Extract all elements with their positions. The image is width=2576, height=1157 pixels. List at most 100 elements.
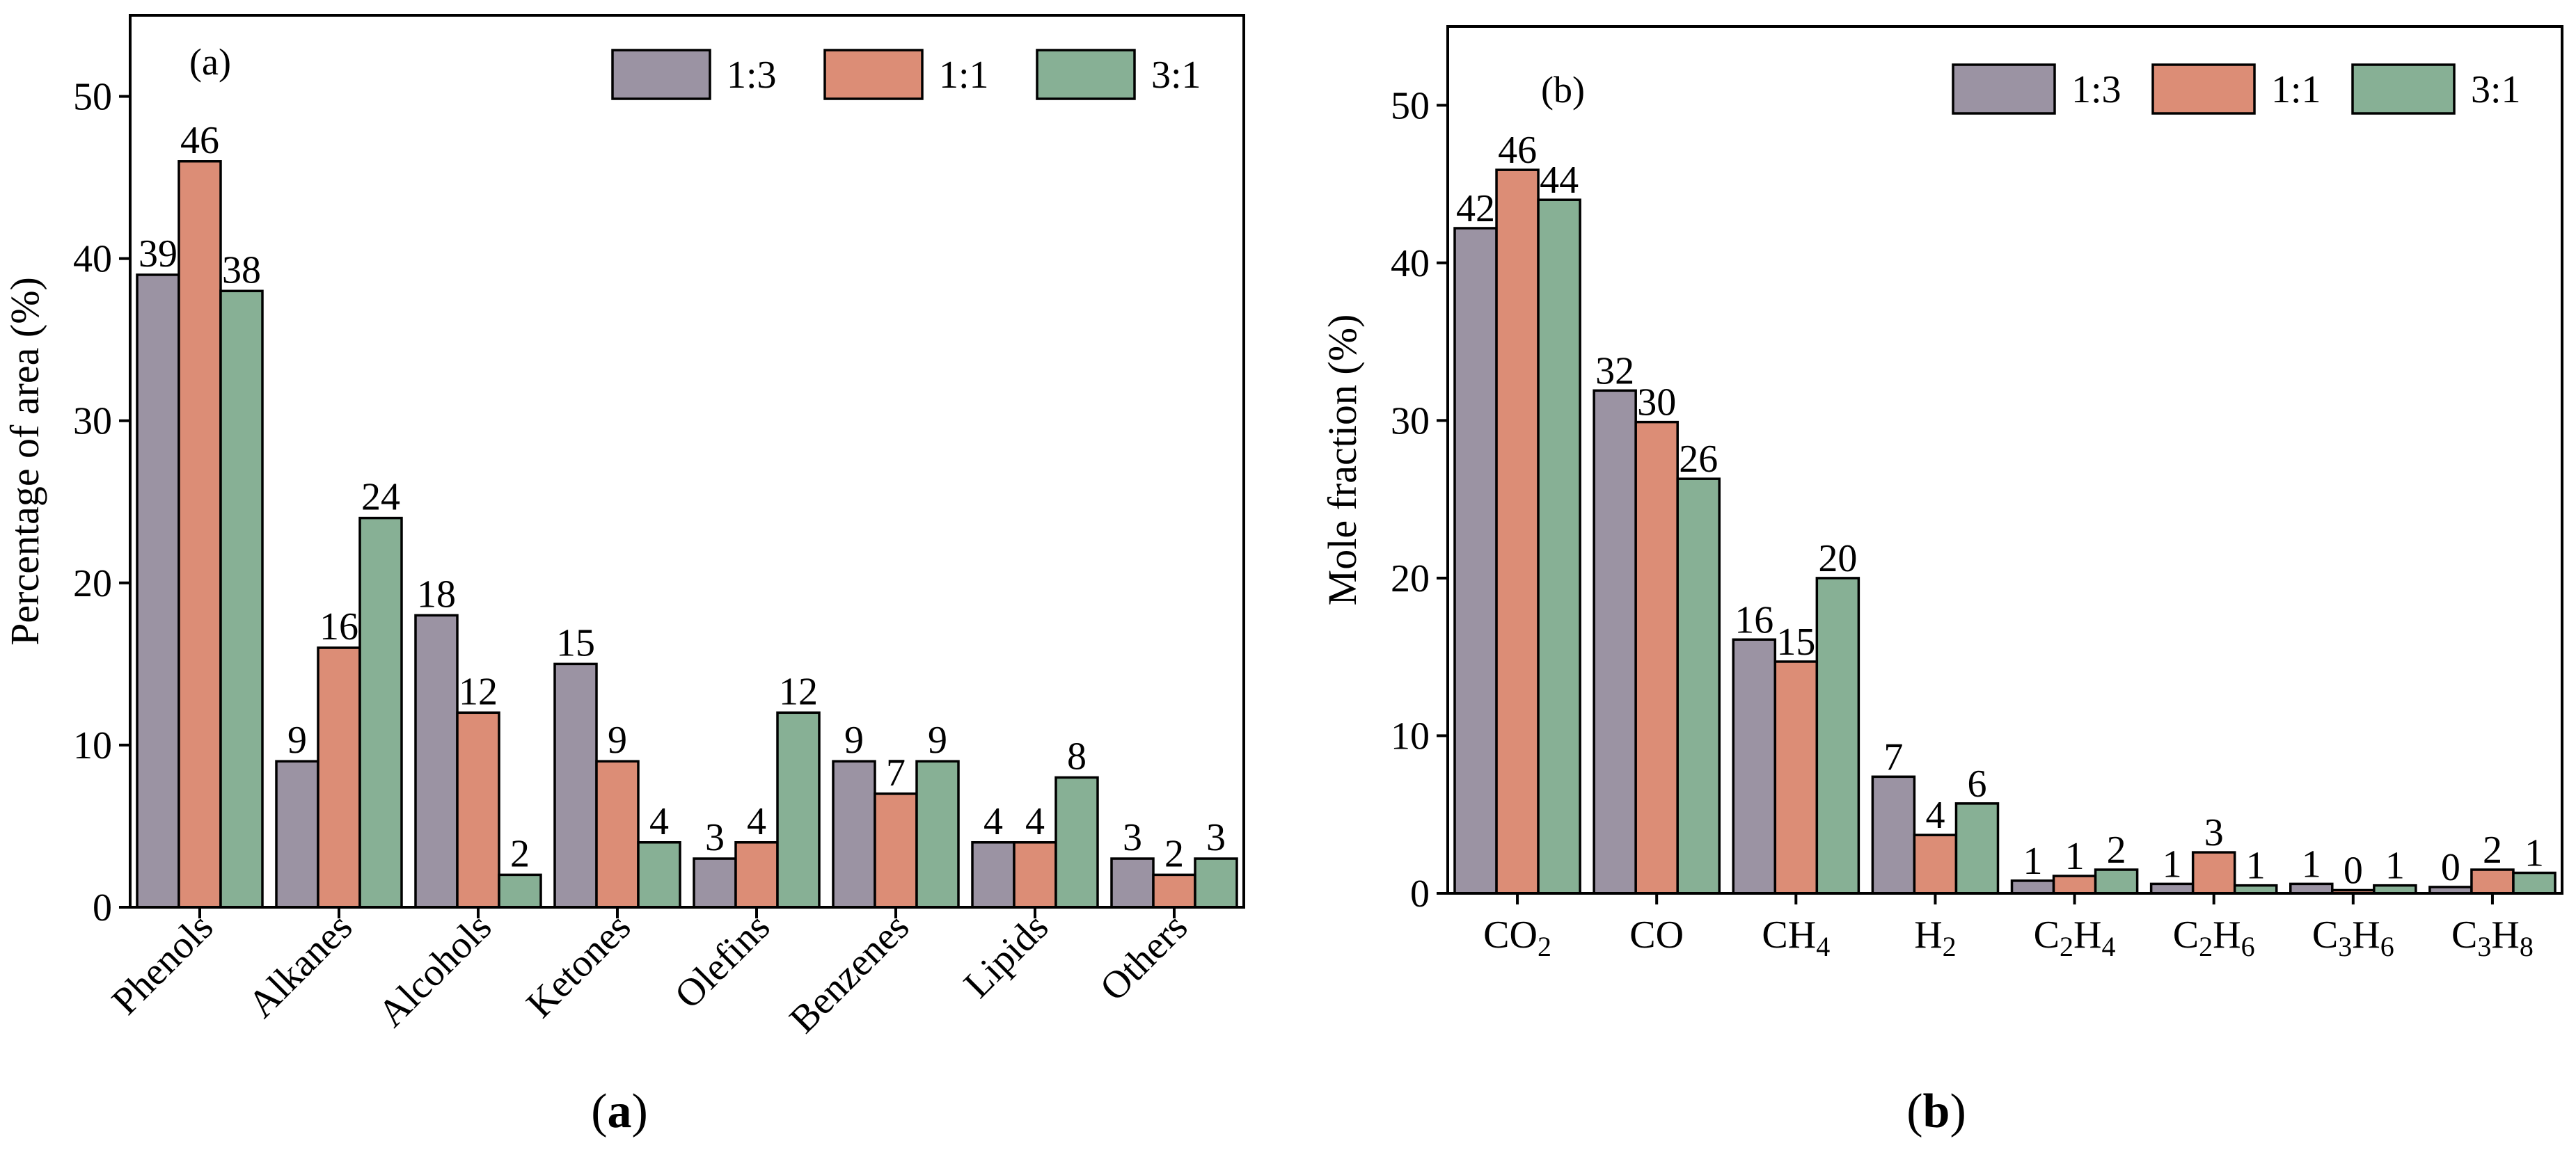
panel-a-x-tick-label: Benzenes <box>782 905 918 1042</box>
panel-b-data-label: 20 <box>1818 537 1857 580</box>
panel-a-x-tick-label: Lipids <box>956 905 1057 1006</box>
panel-a-bar <box>595 760 640 909</box>
panel-b-data-label: 0 <box>2441 846 2460 889</box>
panel-a-data-label: 4 <box>649 800 669 843</box>
panel-a-data-label: 12 <box>459 670 498 713</box>
panel-a-x-tick-label: Olefins <box>667 905 778 1016</box>
panel-b-data-label: 4 <box>1925 794 1945 837</box>
panel-b-caption-letter: b <box>1923 1085 1950 1138</box>
panel-b-bar <box>2512 871 2557 895</box>
panel-b-data-label: 32 <box>1595 349 1634 392</box>
panel-b-x-tick-label: C3H8 <box>2451 913 2534 962</box>
panel-a-bar <box>734 841 779 909</box>
panel-b-x-tick-label: CO <box>1629 913 1684 957</box>
panel-b-y-tick-label: 0 <box>1410 872 1430 916</box>
panel-a-x-tick-label: Alkanes <box>240 905 361 1026</box>
panel-a-bar <box>358 516 403 909</box>
panel-a-bar <box>177 160 222 909</box>
panel-a-legend-label: 3:1 <box>1151 54 1201 97</box>
panel-b-data-label: 1 <box>2385 845 2405 888</box>
panel-b-x-tick-label: CH4 <box>1762 913 1830 962</box>
panel-a-bar <box>553 662 598 909</box>
panel-b-data-label: 2 <box>2483 829 2502 872</box>
panel-b-data-label: 42 <box>1456 187 1495 230</box>
panel-a-data-label: 9 <box>608 719 627 762</box>
panel-a-legend-swatch <box>1036 49 1136 100</box>
panel-b-legend-label: 3:1 <box>2471 68 2521 111</box>
panel-a-y-axis-title: Percentage of area (%) <box>2 277 47 646</box>
panel-b-x-tick-label: C2H6 <box>2173 913 2255 962</box>
panel-a-bar <box>693 857 737 909</box>
panel-a-data-label: 38 <box>222 248 261 292</box>
panel-b-bar <box>2470 868 2515 895</box>
panel-b-bar <box>1773 660 1819 895</box>
panel-a-bar <box>219 289 264 909</box>
panel-b-data-label: 16 <box>1735 598 1773 641</box>
panel-a-data-label: 24 <box>361 476 400 519</box>
panel-a-bar <box>915 760 960 909</box>
panel-b-data-label: 26 <box>1679 438 1718 481</box>
panel-a-data-label: 3 <box>1123 816 1142 859</box>
panel-b-panel-tag: (b) <box>1541 69 1585 111</box>
panel-b-bar <box>1593 389 1637 895</box>
panel-a-data-label: 4 <box>983 800 1003 843</box>
panel-a-caption-letter: a <box>608 1085 632 1138</box>
panel-b-y-tick-label: 10 <box>1391 715 1430 758</box>
panel-b-x-tick-label: C2H4 <box>2034 913 2116 962</box>
panel-a-bar <box>776 711 821 909</box>
panel-a-legend-label: 1:1 <box>939 54 989 97</box>
panel-b-data-label: 1 <box>2023 840 2043 883</box>
panel-a-data-label: 4 <box>1025 800 1045 843</box>
panel-a-data-label: 2 <box>1164 832 1184 875</box>
panel-a-data-label: 9 <box>928 719 947 762</box>
panel-b-bar <box>1676 477 1721 895</box>
panel-a-y-tick-label: 40 <box>73 238 112 281</box>
panel-a-bar <box>637 841 681 909</box>
panel-a-bar <box>317 646 361 909</box>
panel-a-y-tick-label: 0 <box>93 886 112 929</box>
panel-b-bar <box>2094 868 2139 895</box>
panel-a-data-label: 39 <box>139 232 177 276</box>
panel-b-data-label: 1 <box>2246 845 2266 888</box>
panel-a-bar <box>414 614 459 909</box>
panel-a-bar <box>1110 857 1155 909</box>
panel-a-x-tick-label: Ketones <box>519 905 640 1026</box>
panel-a-data-label: 15 <box>556 621 595 664</box>
panel-b-data-label: 2 <box>2107 829 2126 872</box>
panel-a-data-label: 16 <box>319 605 358 648</box>
panel-b-legend-swatch <box>2151 63 2256 115</box>
panel-b-y-tick-label: 50 <box>1391 84 1430 127</box>
panel-b-data-label: 1 <box>2065 835 2085 878</box>
panel-a-bar <box>1013 841 1057 909</box>
panel-a-data-label: 9 <box>844 719 864 762</box>
panel-b-data-label: 44 <box>1540 159 1579 202</box>
panel-b-x-tick-label: CO2 <box>1483 913 1551 962</box>
panel-a-y-tick-label: 10 <box>73 724 112 767</box>
panel-b-bar <box>1954 802 2000 895</box>
panel-b-legend-swatch <box>2351 63 2456 115</box>
panel-b-y-tick-label: 30 <box>1391 399 1430 442</box>
panel-b-data-label: 1 <box>2302 843 2321 886</box>
panel-a-data-label: 3 <box>705 816 725 859</box>
panel-a-y-tick-label: 20 <box>73 562 112 605</box>
panel-a-y-tick-label: 30 <box>73 400 112 443</box>
panel-a-data-label: 8 <box>1067 735 1086 779</box>
panel-a-x-tick-label: Phenols <box>104 905 221 1023</box>
panel-a-x-tick-label: Alcohols <box>370 905 500 1035</box>
panel-a-x-tick-label: Others <box>1092 905 1196 1009</box>
panel-b-bar <box>1537 198 1581 895</box>
panel-b-bar <box>1732 638 1777 895</box>
panel-b-bar <box>1815 577 1860 895</box>
panel-b-data-label: 0 <box>2344 849 2363 892</box>
panel-a-data-label: 4 <box>747 800 766 843</box>
panel-b-y-axis-title: Mole fraction (%) <box>1320 314 1365 606</box>
panel-b-bar <box>1634 420 1679 895</box>
panel-b-x-tick-label: C3H6 <box>2312 913 2394 962</box>
panel-b-data-label: 3 <box>2204 811 2224 854</box>
panel-a-data-label: 7 <box>886 751 906 795</box>
panel-a-bar <box>1152 873 1196 909</box>
panel-a-legend-label: 1:3 <box>727 54 777 97</box>
panel-b-bar <box>1453 227 1498 895</box>
